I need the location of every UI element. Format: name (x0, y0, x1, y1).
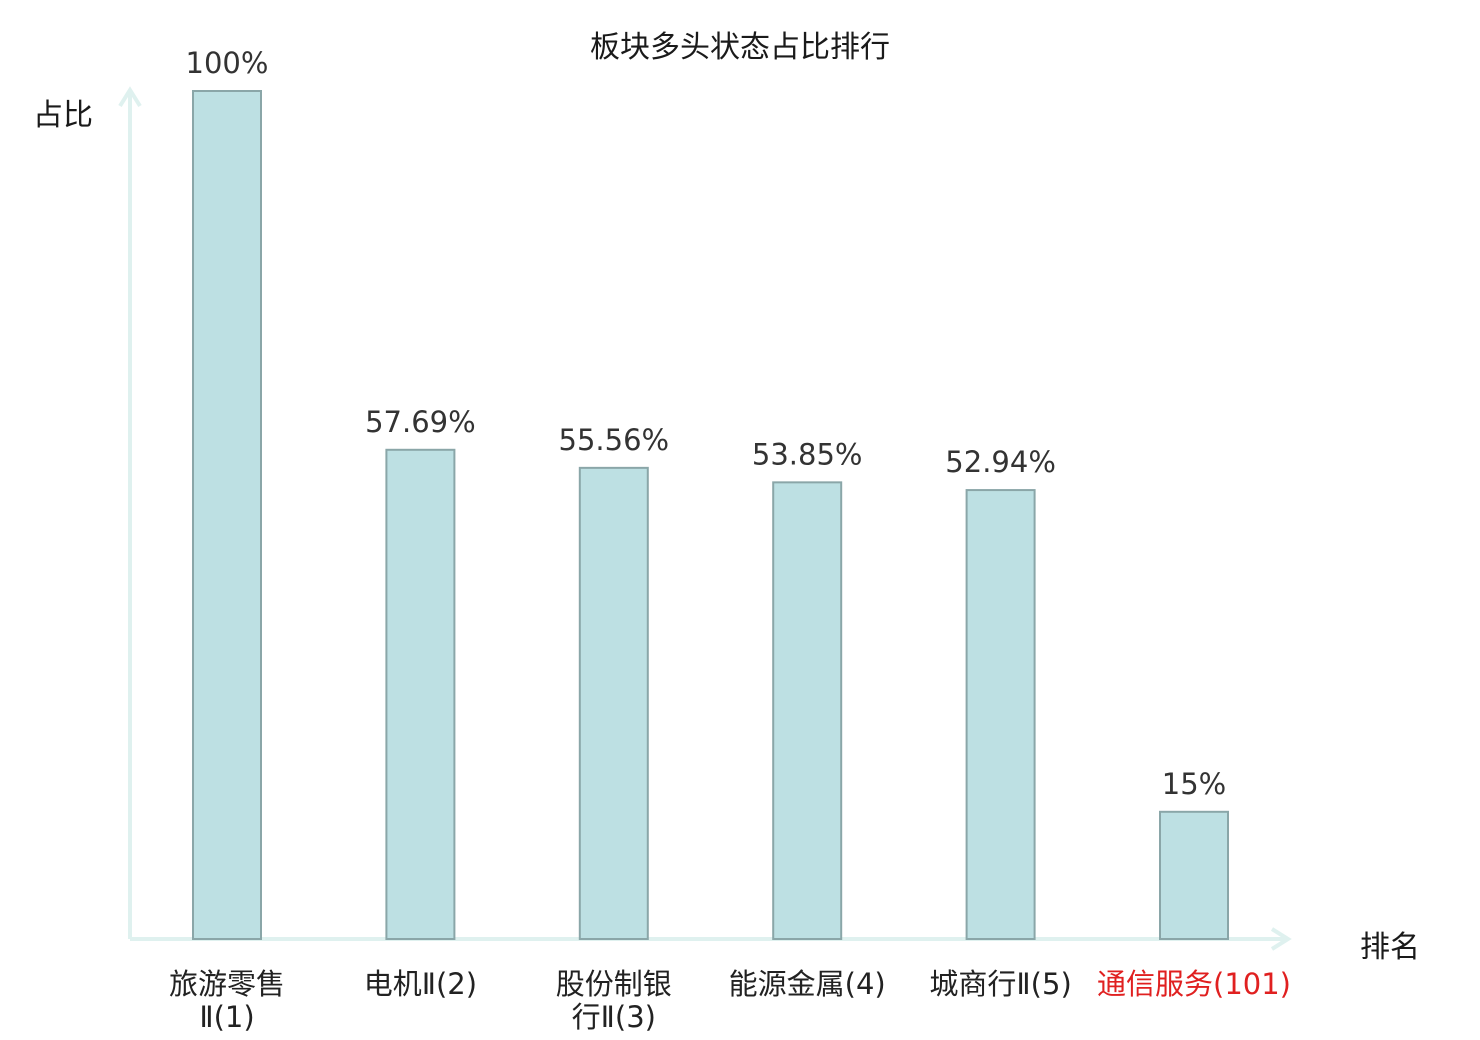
tick-label: 电机Ⅱ(2) (364, 967, 477, 1001)
data-label: 52.94% (945, 445, 1056, 479)
y-axis-label: 占比 (33, 98, 93, 133)
chart-title: 板块多头状态占比排行 (590, 30, 890, 65)
x-axis-label: 排名 (1360, 930, 1420, 965)
tick-label: 能源金属(4) (729, 967, 886, 1001)
y-axis-arrow (118, 86, 142, 108)
tick-label-highlighted: 通信服务(101) (1097, 967, 1291, 1001)
data-label: 57.69% (365, 405, 476, 439)
tick-label: 城商行Ⅱ(5) (929, 967, 1071, 1001)
bar (192, 90, 262, 940)
x-axis-arrow (1270, 927, 1292, 951)
tick-label: 旅游零售 Ⅱ(1) (169, 967, 285, 1034)
data-label: 53.85% (752, 437, 863, 471)
tick-label: 股份制银行Ⅱ(3) (556, 967, 672, 1034)
bar (1159, 810, 1229, 940)
data-label: 100% (186, 46, 269, 80)
bar (965, 489, 1036, 940)
data-label: 55.56% (559, 423, 670, 457)
bar (772, 481, 843, 940)
data-label: 15% (1162, 767, 1226, 801)
bar (578, 466, 649, 940)
bar (385, 448, 456, 940)
